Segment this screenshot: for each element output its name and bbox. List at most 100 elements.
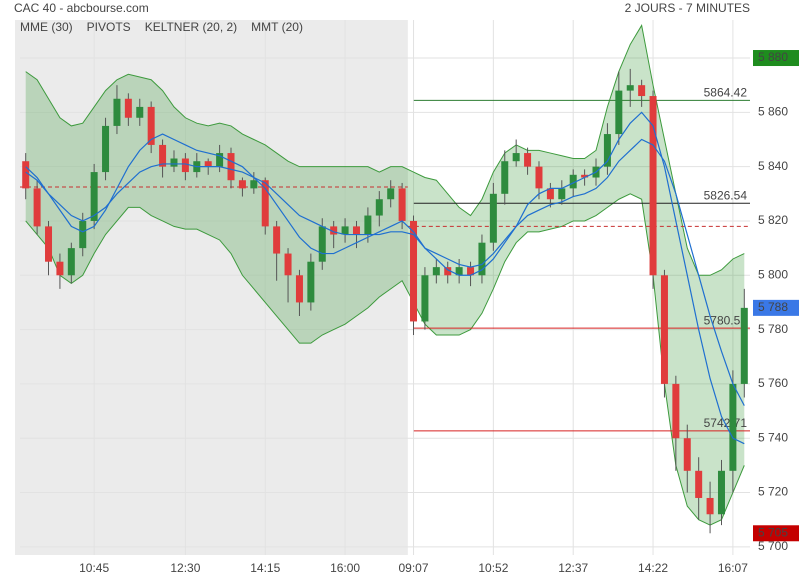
candle-body <box>524 153 532 167</box>
candle-body <box>216 153 224 167</box>
candle-body <box>318 226 326 262</box>
candle-body <box>227 153 235 181</box>
candle-body <box>615 90 623 135</box>
x-tick-label: 12:30 <box>170 561 200 575</box>
candle-body <box>102 125 110 173</box>
candle-body <box>22 161 30 189</box>
candle-body <box>410 220 418 322</box>
session-background <box>15 20 408 555</box>
x-tick-label: 10:45 <box>79 561 109 575</box>
price-tag-label: 5 788 <box>758 300 788 314</box>
x-tick-label: 16:00 <box>330 561 360 575</box>
candle-body <box>273 226 281 254</box>
x-tick-label: 14:15 <box>250 561 280 575</box>
candle-body <box>113 98 121 126</box>
candle-body <box>626 85 634 91</box>
candle-body <box>295 275 303 303</box>
candle-body <box>638 85 646 97</box>
candle-body <box>660 275 668 384</box>
candle-body <box>284 253 292 276</box>
candle-body <box>204 161 212 167</box>
candle-body <box>501 161 509 194</box>
candle-body <box>717 470 725 515</box>
price-tag-label: 5 705 <box>758 525 788 539</box>
candle-body <box>56 261 64 276</box>
candle-body <box>79 220 87 249</box>
candle-body <box>250 180 258 189</box>
candle-body <box>535 166 543 189</box>
candle-body <box>170 158 178 167</box>
candle-body <box>375 199 383 216</box>
price-tag-label: 5 880 <box>758 50 788 64</box>
candle-body <box>147 106 155 145</box>
candle-body <box>478 242 486 276</box>
candle-body <box>341 226 349 235</box>
candle-body <box>364 215 372 235</box>
keltner-upper <box>25 24 745 276</box>
x-tick-label: 09:07 <box>399 561 429 575</box>
y-tick-label: 5 720 <box>758 485 788 499</box>
candle-body <box>467 267 475 276</box>
y-tick-label: 5 760 <box>758 376 788 390</box>
candle-body <box>33 188 41 227</box>
price-tag <box>753 525 799 542</box>
x-tick-label: 10:52 <box>478 561 508 575</box>
candle-body <box>558 188 566 200</box>
y-tick-label: 5 840 <box>758 159 788 173</box>
x-tick-label: 16:07 <box>718 561 748 575</box>
keltner-lower <box>25 193 745 526</box>
candle-body <box>706 497 714 515</box>
candle-body <box>683 438 691 471</box>
y-tick-label: 5 860 <box>758 105 788 119</box>
candle-body <box>387 188 395 200</box>
legend-entry: MME (30) <box>20 20 73 34</box>
pivot-label: 5864.42 <box>704 86 748 100</box>
mme-line <box>25 138 745 406</box>
candle-body <box>444 267 452 276</box>
candle-body <box>603 134 611 167</box>
y-tick-label: 5 800 <box>758 267 788 281</box>
y-tick-label: 5 740 <box>758 430 788 444</box>
candle-body <box>512 153 520 162</box>
legend-entry: KELTNER (20, 2) <box>145 20 237 34</box>
candle-body <box>455 267 463 276</box>
candle-body <box>261 180 269 227</box>
candle-body <box>238 180 246 189</box>
keltner-fill <box>25 25 745 526</box>
candle-body <box>330 226 338 235</box>
pivot-label: 5826.54 <box>704 188 748 202</box>
candle-body <box>649 96 657 276</box>
candle-body <box>489 193 497 243</box>
candle-body <box>546 188 554 200</box>
candle-body <box>124 98 132 118</box>
candle-body <box>695 470 703 498</box>
candle-body <box>740 307 748 384</box>
legend-entry: PIVOTS <box>87 20 131 34</box>
candle-body <box>421 275 429 322</box>
legend-entry: MMT (20) <box>251 20 303 34</box>
price-tag <box>753 299 799 316</box>
candle-body <box>398 188 406 221</box>
candle-body <box>729 383 737 471</box>
y-tick-label: 5 820 <box>758 213 788 227</box>
candle-body <box>672 383 680 439</box>
candle-body <box>307 261 315 303</box>
candle-body <box>569 174 577 189</box>
x-tick-label: 14:22 <box>638 561 668 575</box>
candle-body <box>159 144 167 167</box>
pivot-label: 5780.53 <box>704 313 748 327</box>
candle-body <box>581 174 589 178</box>
candle-body <box>136 106 144 118</box>
x-tick-label: 12:37 <box>558 561 588 575</box>
price-tag <box>753 50 799 67</box>
y-tick-label: 5 700 <box>758 539 788 553</box>
chart-title: CAC 40 - abcbourse.com <box>14 1 149 15</box>
candle-body <box>181 158 189 173</box>
candle-body <box>67 248 75 276</box>
mmt-line <box>25 111 745 445</box>
candle-body <box>432 267 440 276</box>
candle-body <box>352 226 360 235</box>
candle-body <box>45 226 53 262</box>
candle-body <box>90 172 98 221</box>
